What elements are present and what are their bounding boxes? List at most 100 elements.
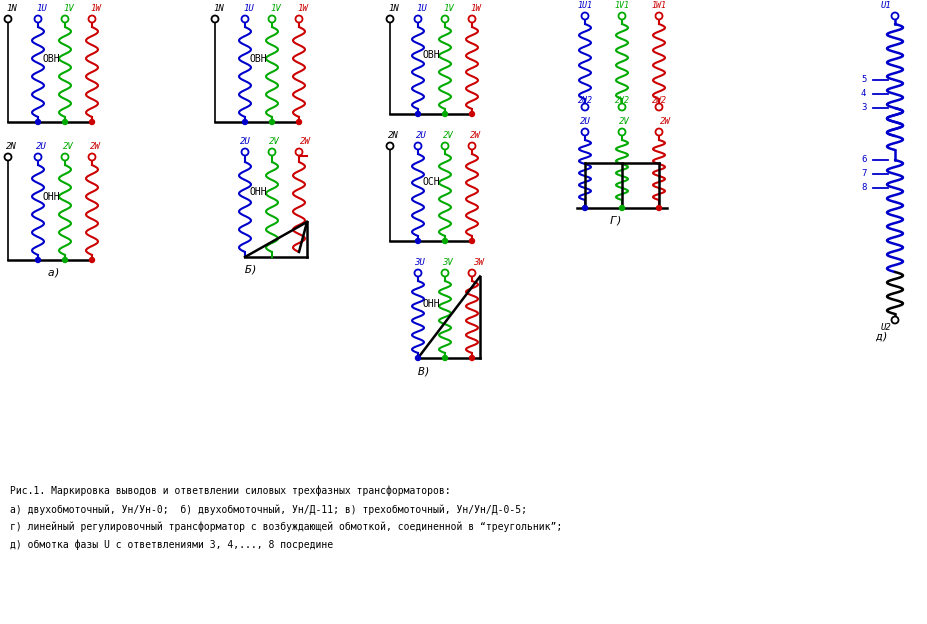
Text: 2U2: 2U2	[578, 96, 592, 105]
Circle shape	[386, 16, 393, 22]
Text: 2N: 2N	[6, 142, 17, 151]
Circle shape	[468, 270, 475, 276]
Text: 2U: 2U	[240, 137, 250, 146]
Circle shape	[617, 104, 625, 110]
Circle shape	[415, 356, 420, 361]
Text: 2N: 2N	[387, 131, 399, 140]
Circle shape	[268, 16, 275, 22]
Circle shape	[61, 154, 69, 160]
Text: 3W: 3W	[473, 258, 483, 267]
Text: 1V: 1V	[442, 4, 453, 13]
Text: 2V: 2V	[269, 137, 279, 146]
Circle shape	[654, 12, 662, 19]
Text: 1U: 1U	[36, 4, 46, 13]
Circle shape	[468, 142, 475, 150]
Circle shape	[469, 238, 474, 243]
Text: 1W: 1W	[297, 4, 308, 13]
Circle shape	[61, 16, 69, 22]
Text: 4: 4	[860, 89, 866, 98]
Text: г) линейный регулировочный трансформатор с возбуждающей обмоткой, соединенной в : г) линейный регулировочный трансформатор…	[10, 522, 562, 532]
Circle shape	[619, 205, 624, 210]
Circle shape	[297, 120, 301, 125]
Circle shape	[442, 356, 447, 361]
Circle shape	[89, 120, 95, 125]
Text: 1U1: 1U1	[578, 1, 592, 10]
Text: ОВН: ОВН	[423, 50, 440, 60]
Circle shape	[415, 238, 420, 243]
Circle shape	[269, 120, 274, 125]
Text: 2V: 2V	[63, 142, 73, 151]
Text: ОВН: ОВН	[43, 54, 60, 64]
Text: 1N: 1N	[6, 4, 17, 13]
Text: U2: U2	[880, 323, 891, 332]
Circle shape	[654, 104, 662, 110]
Text: 2U: 2U	[415, 131, 426, 140]
Circle shape	[414, 142, 421, 150]
Circle shape	[242, 120, 248, 125]
Text: 1N: 1N	[213, 4, 223, 13]
Circle shape	[62, 258, 68, 263]
Text: 8: 8	[860, 183, 866, 192]
Circle shape	[469, 356, 474, 361]
Circle shape	[415, 112, 420, 117]
Circle shape	[88, 16, 95, 22]
Circle shape	[241, 16, 248, 22]
Text: 1U: 1U	[243, 4, 253, 13]
Circle shape	[5, 16, 11, 22]
Text: ОНН: ОНН	[423, 299, 440, 309]
Text: 2W: 2W	[659, 117, 670, 126]
Text: ОНН: ОНН	[249, 187, 267, 197]
Text: Б): Б)	[245, 265, 259, 275]
Text: 2W: 2W	[299, 137, 311, 146]
Text: 2V: 2V	[618, 117, 629, 126]
Circle shape	[89, 258, 95, 263]
Text: Г): Г)	[609, 216, 623, 226]
Circle shape	[891, 12, 897, 19]
Text: ОСН: ОСН	[423, 177, 440, 187]
Circle shape	[5, 154, 11, 160]
Circle shape	[414, 270, 421, 276]
Text: 6: 6	[860, 155, 866, 164]
Circle shape	[386, 142, 393, 150]
Text: 3: 3	[860, 103, 866, 112]
Text: 1N: 1N	[387, 4, 399, 13]
Circle shape	[35, 258, 41, 263]
Circle shape	[468, 16, 475, 22]
Text: 2U: 2U	[579, 117, 590, 126]
Text: U1: U1	[880, 1, 891, 10]
Text: а): а)	[48, 268, 61, 278]
Circle shape	[581, 12, 588, 19]
Circle shape	[581, 129, 588, 135]
Text: 1V: 1V	[270, 4, 281, 13]
Text: 1W1: 1W1	[652, 1, 667, 10]
Text: ОНН: ОНН	[43, 192, 60, 202]
Circle shape	[35, 120, 41, 125]
Text: 1W: 1W	[469, 4, 480, 13]
Circle shape	[617, 129, 625, 135]
Circle shape	[582, 205, 587, 210]
Text: 3V: 3V	[441, 258, 452, 267]
Circle shape	[442, 112, 447, 117]
Circle shape	[295, 149, 302, 155]
Text: Рис.1. Маркировка выводов и ответвлении силовых трехфазных трансформаторов:: Рис.1. Маркировка выводов и ответвлении …	[10, 486, 451, 497]
Circle shape	[654, 129, 662, 135]
Circle shape	[414, 16, 421, 22]
Circle shape	[441, 142, 448, 150]
Circle shape	[891, 316, 897, 323]
Text: 2W: 2W	[90, 142, 101, 151]
Text: 5: 5	[860, 75, 866, 84]
Text: 2U: 2U	[36, 142, 46, 151]
Text: 2W2: 2W2	[652, 96, 667, 105]
Text: д): д)	[874, 332, 887, 342]
Circle shape	[655, 205, 661, 210]
Circle shape	[617, 12, 625, 19]
Circle shape	[241, 149, 248, 155]
Text: ОВН: ОВН	[249, 54, 267, 64]
Text: В): В)	[417, 366, 431, 376]
Circle shape	[581, 104, 588, 110]
Circle shape	[268, 149, 275, 155]
Text: 2V2: 2V2	[615, 96, 629, 105]
Text: 2W: 2W	[469, 131, 480, 140]
Text: 1W: 1W	[90, 4, 101, 13]
Circle shape	[441, 270, 448, 276]
